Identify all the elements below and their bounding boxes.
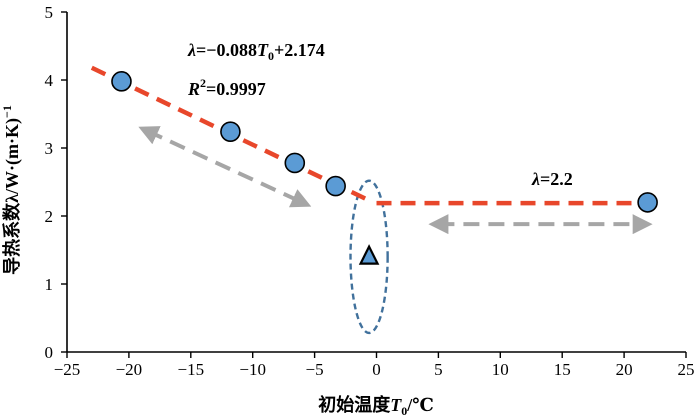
x-tick-label: −20	[116, 360, 143, 379]
r-squared-label: R2=0.9997	[187, 76, 266, 99]
x-tick-label: −15	[178, 360, 205, 379]
highlight-ellipse	[349, 179, 389, 335]
x-tick-label: 5	[434, 360, 443, 379]
y-tick-label: 0	[45, 343, 54, 362]
ticks-layer: −25 −20 −15 −10 −5 0 5 10 15 20 25 0 1 2 3 4 5	[45, 3, 695, 379]
y-tick-label: 2	[45, 207, 54, 226]
x-tick-label: −5	[306, 360, 324, 379]
x-tick-label: −10	[239, 360, 266, 379]
x-tick-label: 25	[678, 360, 695, 379]
constant-lambda-label: λ=2.2	[531, 169, 573, 189]
y-tick-label: 5	[45, 3, 54, 22]
x-tick-label: 10	[492, 360, 509, 379]
data-point	[284, 152, 306, 174]
x-axis-title: 初始温度T0/℃	[318, 394, 434, 418]
trend-arrow-left	[138, 126, 312, 208]
y-axis-title: 导热系数λ/W·(m·K)−1	[0, 105, 23, 275]
y-tick-label: 4	[45, 71, 54, 90]
data-point	[637, 192, 658, 213]
x-tick-label: 15	[554, 360, 571, 379]
arrows-layer	[138, 126, 653, 235]
data-points-layer	[111, 71, 658, 265]
y-tick-label: 3	[45, 139, 54, 158]
x-tick-label: −25	[54, 360, 81, 379]
data-point	[111, 71, 132, 92]
fit-equation-label: λ=−0.088T0+2.174	[187, 40, 325, 63]
y-tick-label: 1	[45, 275, 54, 294]
x-tick-label: 0	[372, 360, 381, 379]
axes	[66, 12, 686, 353]
highlight-ellipse-layer	[349, 179, 389, 335]
data-point	[220, 121, 241, 142]
data-point-triangle	[358, 244, 380, 265]
data-point	[325, 175, 346, 197]
x-tick-label: 20	[616, 360, 633, 379]
